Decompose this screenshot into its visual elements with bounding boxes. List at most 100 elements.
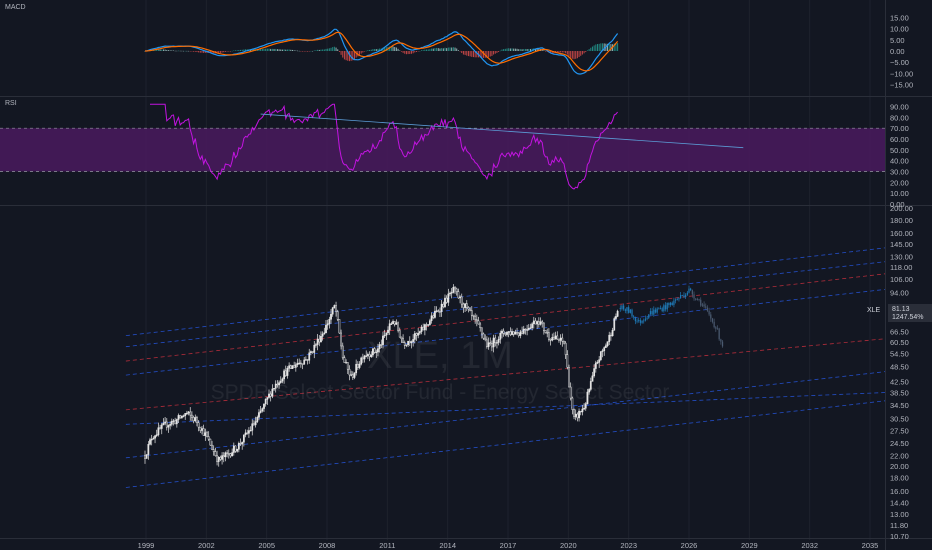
candle-up [604,345,607,348]
macd-histogram-bar [219,51,221,53]
candle-down [216,455,218,462]
macd-histogram-bar [427,49,429,51]
macd-histogram-bar [545,51,547,52]
projection-candle [646,317,648,319]
macd-histogram-bar [501,49,503,51]
projection-candle [649,311,652,315]
projection-candle [638,320,640,321]
candle-up [175,419,178,425]
candle-up [447,293,450,303]
candle-up [182,415,185,417]
macd-histogram-bar [528,48,530,51]
macd-histogram-bar [238,50,240,51]
candle-up [184,413,187,416]
macd-histogram-bar [313,50,315,51]
candle-up [385,332,388,336]
macd-histogram-bar [405,51,407,55]
price-tick-label: 20.00 [890,462,909,471]
macd-histogram-bar [362,51,364,53]
candle-up [330,313,332,320]
candle-up [303,359,306,365]
macd-histogram-bar [169,50,171,51]
macd-histogram-bar [320,49,322,51]
projection-candle [691,290,693,295]
projection-candle [711,318,714,322]
price-candles [144,284,724,467]
macd-histogram-bar [240,49,242,51]
candle-up [152,437,155,440]
price-tick-label: 54.50 [890,350,909,359]
candle-up [355,364,358,374]
candle-up [154,435,156,439]
macd-histogram-bar [580,51,582,56]
projection-candle [715,327,717,329]
macd-histogram-bar [203,51,205,53]
candle-up [390,323,393,325]
macd-histogram-bar [513,48,515,51]
macd-histogram-bar [469,51,471,57]
price-tick-label: 14.40 [890,499,909,508]
candle-down [246,432,249,434]
projection-candle [706,307,709,311]
candle-down [348,368,351,376]
price-tick-label: 130.00 [890,252,913,261]
candle-down [442,303,445,307]
candle-up [251,423,254,431]
macd-histogram-bar [308,51,310,52]
candle-up [167,425,170,428]
candle-down [239,443,242,445]
price-tag-symbol: XLE [867,307,881,314]
candle-up [417,332,420,336]
candle-up [313,344,316,353]
candle-up [554,335,557,340]
candle-up [526,329,528,331]
projection-candle [681,294,683,296]
projection-candle [631,309,633,317]
macd-histogram-bar [531,48,533,51]
macd-histogram-bar [474,51,476,58]
candle-up [529,327,532,329]
watermark-symbol: XLE, 1M [367,335,513,377]
rsi-tick-label: 80.00 [890,113,909,122]
candle-down [475,319,478,322]
candle-up [532,320,535,325]
macd-histogram-bar [586,50,588,51]
projection-candle [678,298,680,300]
candle-down [537,321,540,325]
projection-candle [621,305,623,310]
macd-line [144,28,619,75]
projection-candle [673,300,675,305]
macd-histogram-bar [598,43,600,51]
candle-down [521,331,523,334]
candle-up [615,316,617,319]
macd-histogram-bar [374,49,376,51]
candle-down [561,337,564,342]
candle-up [256,417,259,422]
macd-tick-label: 10.00 [890,25,909,34]
macd-histogram-bar [204,51,206,53]
candle-down [301,363,304,365]
candle-up [497,339,500,343]
macd-histogram-bar [603,43,605,51]
macd-histogram-bar [377,48,379,51]
macd-histogram-bar [508,48,510,51]
candle-down [341,345,344,358]
candle-up [273,388,275,390]
projection-candle [659,308,662,309]
candle-up [254,421,257,426]
macd-histogram-bar [395,47,397,51]
candle-up [321,333,324,337]
projection-candle [643,320,645,322]
macd-histogram-bar [449,47,451,51]
projection-candle [641,320,643,323]
candle-up [244,432,247,436]
candle-down [546,332,549,334]
candle-up [363,355,366,360]
candle-up [527,328,530,330]
candle-up [536,321,539,325]
macd-histogram-bar [243,49,245,51]
price-tick-label: 18.00 [890,474,909,483]
projection-candle [651,311,653,315]
candle-down [571,397,574,410]
